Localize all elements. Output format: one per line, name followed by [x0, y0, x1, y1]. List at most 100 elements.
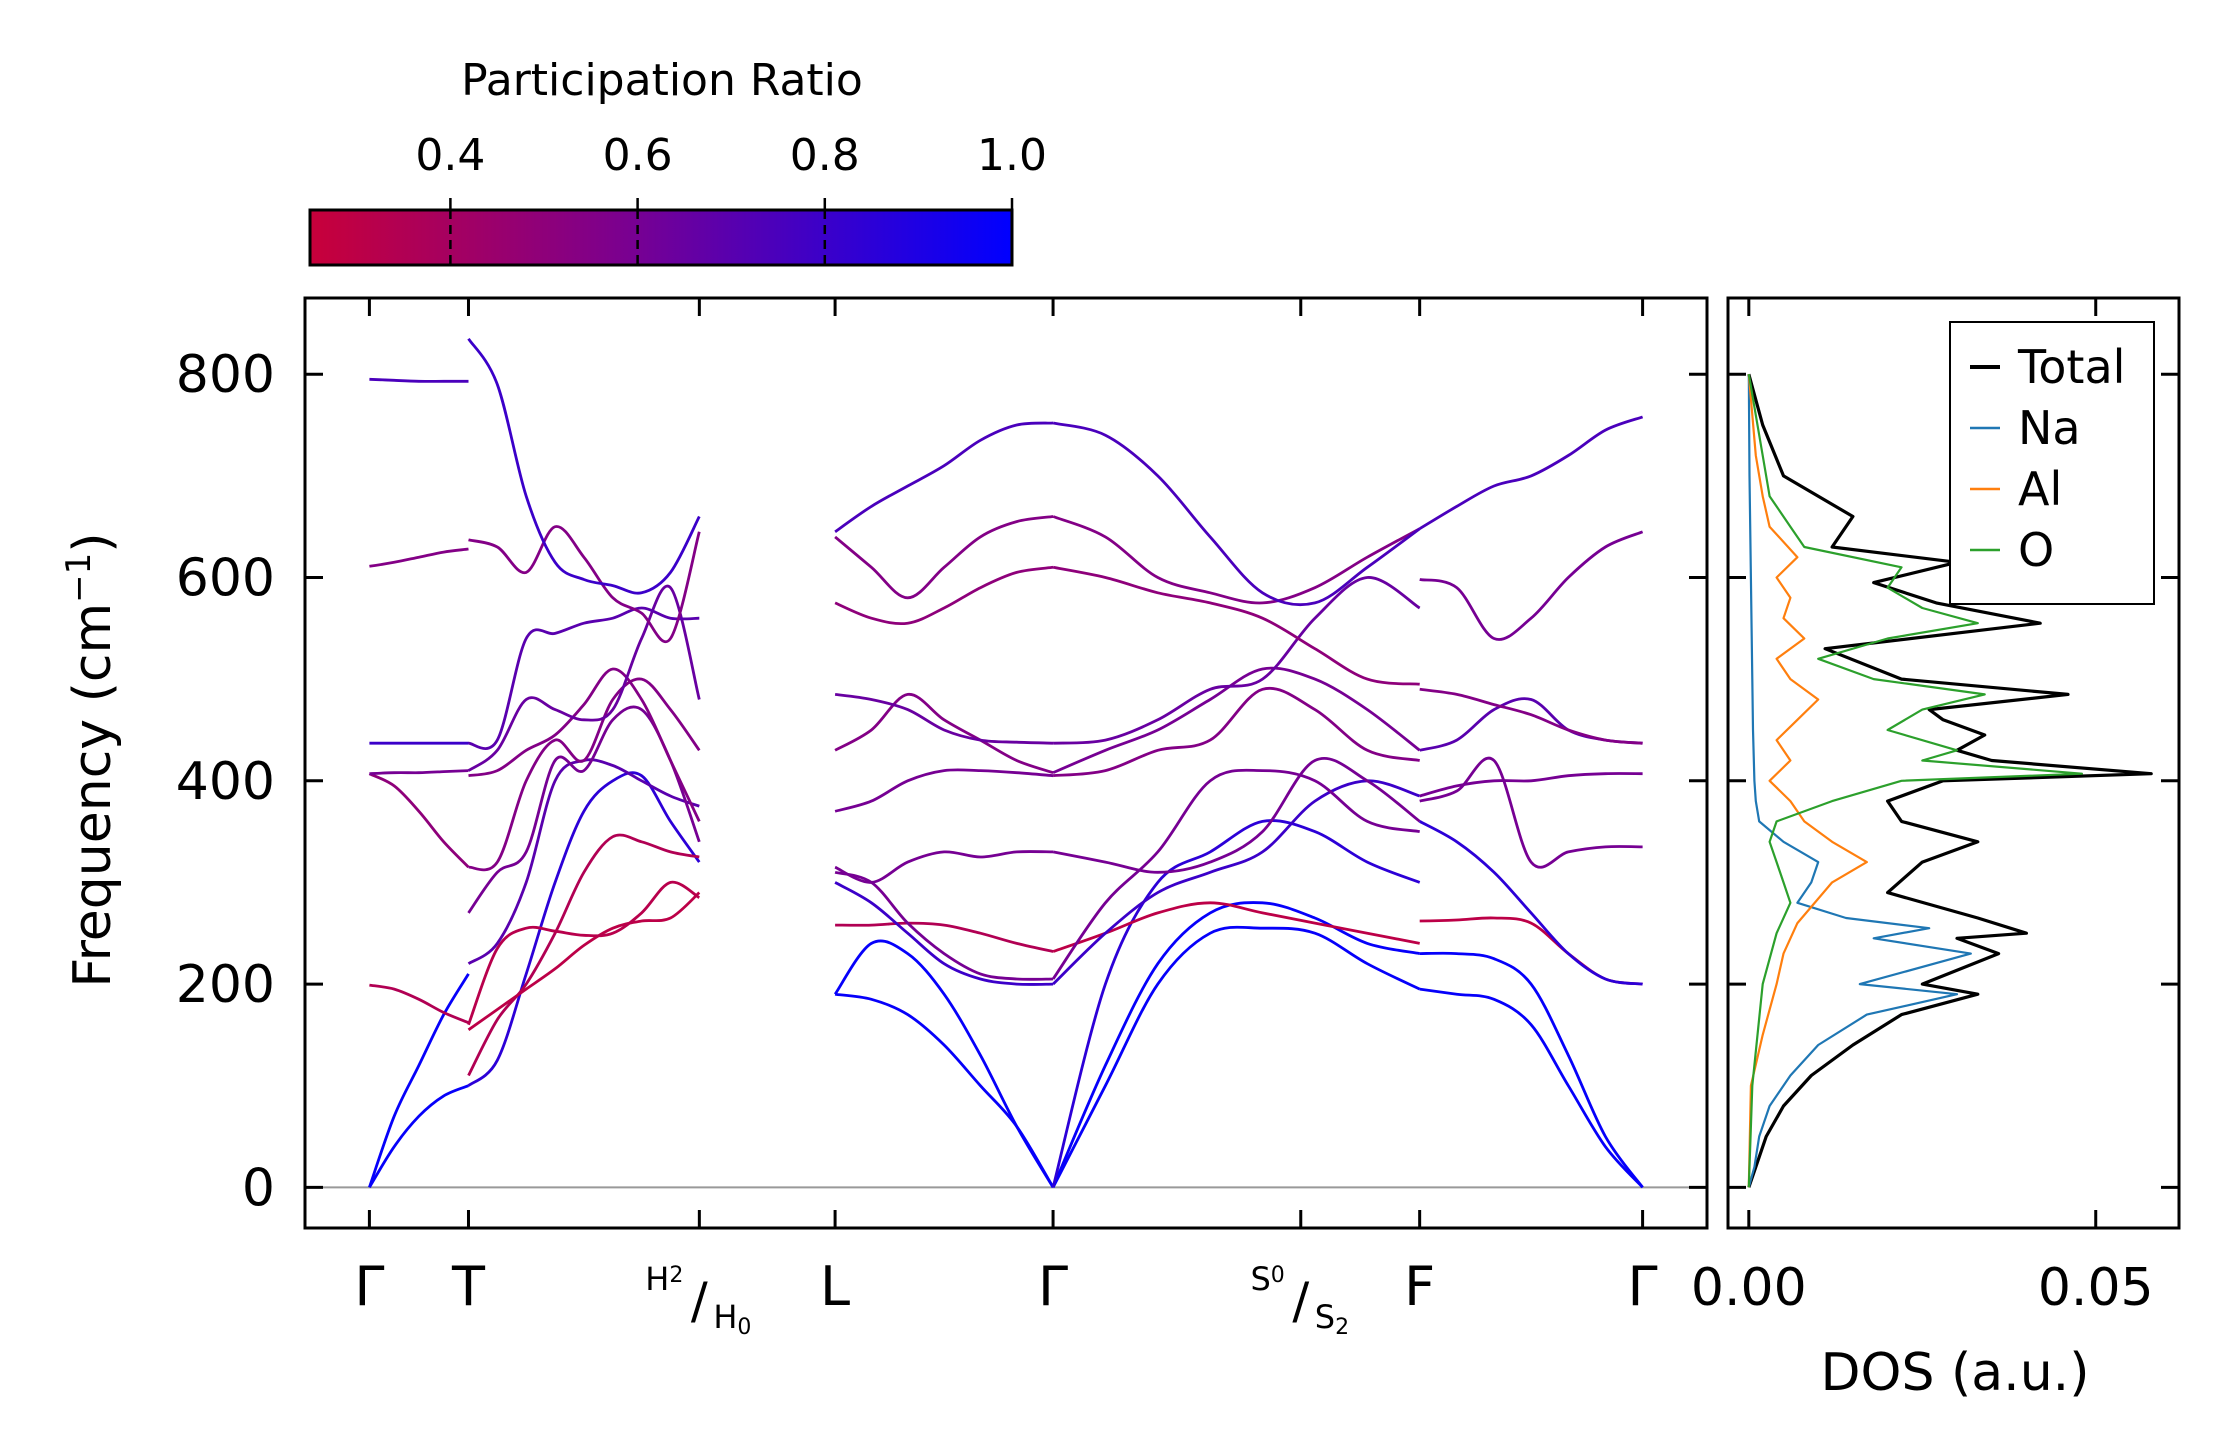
phonon-band [1419, 697, 1643, 752]
phonon-band [1419, 916, 1643, 986]
phonon-band [834, 992, 1055, 1189]
phonon-band [1052, 515, 1421, 605]
k-point-label-slash: / [1292, 1272, 1309, 1330]
dos-series-al [1747, 374, 1868, 1188]
phonon-band [1051, 768, 1420, 980]
phonon-band [369, 769, 469, 776]
phonon-band [1419, 530, 1644, 641]
k-label-top-sub: 0 [1271, 1263, 1285, 1288]
phonon-band [834, 881, 1054, 986]
phonon-band [468, 677, 701, 872]
phonon-band [468, 525, 701, 643]
phonon-band [1418, 415, 1644, 530]
phonon-band [467, 891, 701, 1031]
k-point-label-bottom: H0 [713, 1298, 751, 1340]
phonon-band [467, 337, 701, 595]
phonon-band [833, 939, 1055, 1189]
y-tick-label: 0 [242, 1158, 275, 1218]
phonon-band [468, 667, 701, 823]
phonon-band [369, 547, 469, 568]
k-point-label: Γ [354, 1255, 384, 1318]
k-point-label-top: S0 [1250, 1260, 1284, 1298]
phonon-band [1053, 576, 1421, 745]
k-point-label-split: H2/H0 [645, 1260, 751, 1340]
phonon-band [1419, 987, 1644, 1189]
k-label-top-letter: H [645, 1260, 669, 1298]
y-axis-label-superscript: −1 [59, 553, 99, 603]
dispersion-axes-frame [303, 296, 1709, 1230]
k-point-label: Γ [1628, 1255, 1658, 1318]
dos-x-tick-label: 0.00 [1691, 1258, 1807, 1318]
phonon-band [1052, 779, 1421, 986]
k-label-top-letter: S [1250, 1260, 1270, 1298]
legend-label-total: Total [2017, 340, 2125, 394]
phonon-band [834, 421, 1054, 533]
phonon-band [1419, 687, 1643, 745]
band-lines [305, 337, 1707, 1189]
phonon-band [1052, 901, 1420, 953]
phonon-band [1051, 901, 1420, 1188]
k-label-bottom-letter: S [1315, 1298, 1335, 1336]
k-point-label-top: H2 [645, 1260, 683, 1298]
phonon-band [1419, 756, 1643, 869]
legend-label-al: Al [2018, 462, 2062, 516]
phonon-band [834, 693, 1054, 745]
phonon-band [368, 973, 470, 1188]
dos-lines [1747, 373, 2153, 1188]
k-point-label-slash: / [691, 1272, 708, 1330]
dos-y-ticks [1728, 372, 2179, 1189]
colorbar-title: Participation Ratio [461, 55, 863, 106]
phonon-band [834, 565, 1054, 626]
phonon-band [1051, 819, 1421, 1188]
phonon-band [834, 768, 1054, 813]
y-ticks: 0 200 400 600 800 [176, 345, 1707, 1218]
k-point-label: T [451, 1255, 486, 1318]
phonon-band [1419, 772, 1643, 798]
k-point-label: L [820, 1255, 850, 1318]
k-point-label: Γ [1038, 1255, 1068, 1318]
phonon-band [1052, 666, 1421, 774]
phonon-band [467, 758, 700, 965]
dos-x-ticks: 0.00 0.05 [1691, 298, 2154, 1318]
phonon-band [369, 377, 469, 383]
phonon-band [368, 772, 470, 869]
colorbar-ticks: 0.4 0.6 0.8 1.0 [415, 130, 1047, 265]
y-tick-label: 400 [176, 752, 275, 812]
dos-axes-frame [1726, 296, 2181, 1230]
dos-panel: 0.00 0.05 DOS (a.u.) Total Na Al O [1691, 296, 2181, 1403]
colorbar-tick-label: 0.4 [415, 130, 485, 181]
k-point-label: F [1404, 1255, 1435, 1318]
phonon-band [368, 1084, 470, 1189]
phonon-band [467, 880, 701, 1026]
legend-label-na: Na [2018, 401, 2081, 455]
k-label-bottom-letter: H [713, 1298, 737, 1336]
phonon-band [468, 606, 700, 751]
dos-series-total [1747, 373, 2153, 1188]
phonon-band [1052, 686, 1420, 778]
phonon-band [467, 833, 700, 1077]
phonon-band [1051, 925, 1421, 1188]
legend: Total Na Al O [1949, 321, 2155, 605]
k-label-top-sub: 2 [669, 1263, 683, 1288]
phonon-band [1419, 820, 1643, 986]
k-point-label-bottom: S2 [1315, 1298, 1349, 1340]
phonon-band [1052, 757, 1421, 874]
dos-x-axis-label: DOS (a.u.) [1821, 1343, 2090, 1403]
phonon-band [834, 692, 1054, 775]
y-tick-label: 800 [176, 345, 275, 405]
phonon-band [834, 850, 1054, 884]
colorbar-gradient [308, 208, 1014, 267]
phonon-band [1052, 565, 1420, 686]
dos-x-tick-label: 0.05 [2038, 1258, 2154, 1318]
dos-series-o [1747, 374, 2083, 1188]
phonon-band [1052, 421, 1421, 607]
y-axis-label: Frequency (cm−1) [59, 532, 123, 987]
phonon-band [467, 771, 701, 1087]
k-label-bottom-sub: 0 [737, 1315, 751, 1340]
colorbar: Participation Ratio 0.4 0.6 0.8 1.0 [308, 55, 1047, 267]
dos-series-na [1747, 374, 1972, 1188]
phonon-band [467, 584, 701, 772]
colorbar-tick-label: 0.6 [603, 130, 673, 181]
phonon-band [834, 515, 1054, 600]
